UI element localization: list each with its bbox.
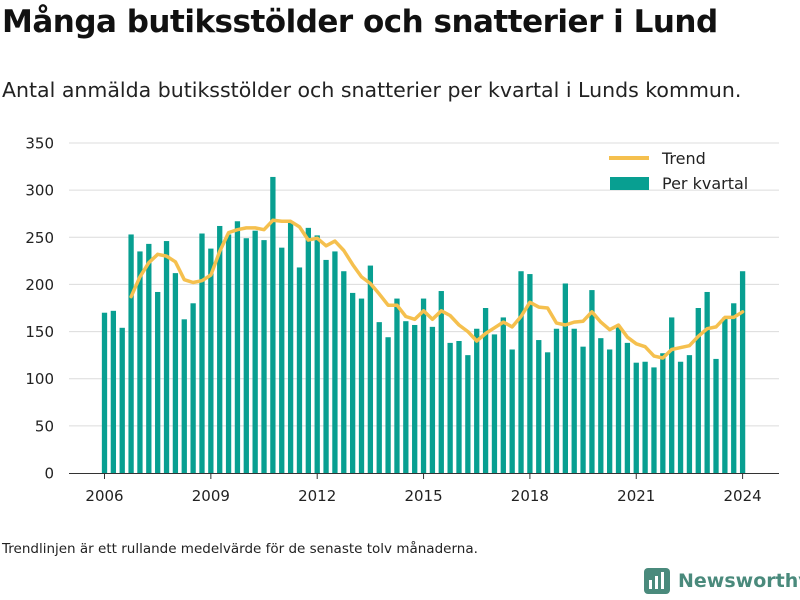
x-tick-label: 2015 [404,487,442,505]
bar [146,243,152,473]
bar [695,308,701,473]
bar [607,349,613,473]
legend-label-bars: Per kvartal [662,174,748,193]
bar [181,319,187,473]
bar [686,355,693,473]
bar [341,271,347,473]
bar [101,312,108,473]
bar [642,361,648,473]
bar [110,310,117,473]
bar [456,341,462,473]
brand-name: Newsworthy [678,570,800,592]
bar [332,251,338,473]
bar [208,248,214,473]
bar [420,298,427,473]
bar [571,328,577,473]
bar [305,227,311,473]
bar [500,317,506,473]
bar [704,291,710,473]
newsworthy-logo-icon [644,568,670,594]
bar [314,235,320,473]
bar [137,251,143,473]
bar [296,267,303,473]
bar [633,362,639,473]
y-tick-label: 350 [25,135,54,153]
y-tick-label: 50 [35,417,54,435]
bar [279,247,285,473]
bar [651,367,657,473]
bar [243,238,249,473]
bar [234,221,241,473]
bar [412,324,418,473]
bar [615,326,622,473]
bar [482,308,489,473]
bar [190,303,196,473]
bar [199,233,205,473]
bar [553,328,560,473]
bar [438,291,444,473]
bar [465,355,471,473]
bar [217,225,223,473]
bar [323,259,329,473]
bar [660,353,666,473]
x-tick-label: 2024 [724,487,762,505]
bar [491,334,498,473]
bar [474,328,480,473]
bar [155,291,161,473]
legend-swatch-bars [610,177,649,190]
bar [669,317,675,473]
bar [527,274,533,473]
bar [518,271,524,473]
chart-title: Många butiksstölder och snatterier i Lun… [2,4,718,40]
bar [350,292,356,473]
footnote: Trendlinjen är ett rullande medelvärde f… [2,541,478,557]
x-tick-label: 2009 [192,487,230,505]
bar [624,342,631,473]
brand-logo: Newsworthy [644,568,800,594]
bar [403,321,409,473]
bar [385,337,391,473]
y-tick-label: 200 [25,276,54,294]
bar [172,273,179,473]
bar [394,298,400,473]
bar [367,265,374,473]
bar [270,176,276,473]
bar [429,326,436,473]
bar [128,234,134,473]
bar [589,290,595,473]
bar [580,346,586,473]
bar [225,234,232,473]
y-tick-label: 100 [25,370,54,388]
bar [358,298,365,473]
y-tick-label: 250 [25,229,54,247]
bar [544,352,551,473]
y-tick-label: 300 [25,182,54,200]
legend-label-trend: Trend [661,149,706,168]
bar [509,349,515,473]
bar [677,361,684,473]
bar [562,283,568,473]
chart-subtitle: Antal anmälda butiksstölder och snatteri… [2,78,742,102]
x-tick-label: 2018 [511,487,549,505]
bar [722,317,728,473]
bar [731,303,737,473]
bar [447,342,453,473]
y-tick-label: 0 [44,465,54,483]
x-tick-label: 2021 [617,487,655,505]
y-tick-label: 150 [25,323,54,341]
bar [536,340,542,473]
bar [119,327,125,473]
bar [163,241,170,473]
bar [713,358,719,473]
bar [287,222,294,473]
bar [598,338,604,473]
x-tick-label: 2006 [85,487,123,505]
bar [261,240,267,473]
bar [252,230,258,473]
x-tick-label: 2012 [298,487,336,505]
bar [739,271,746,473]
bar [376,322,382,473]
trend-line [129,218,745,360]
chart: 0 50 100 150 200 250 300 350 2006 2009 2012 2015 201… [25,135,779,505]
